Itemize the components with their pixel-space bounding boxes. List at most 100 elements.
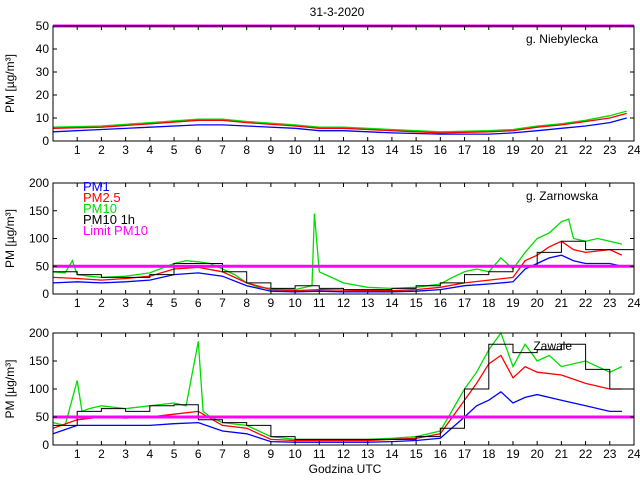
x-tick-label: 16 — [434, 143, 448, 157]
x-tick-label: 17 — [458, 296, 472, 310]
x-tick-label: 18 — [482, 296, 496, 310]
x-tick-label: 5 — [171, 447, 178, 461]
x-tick-label: 24 — [627, 447, 640, 461]
x-axis-label: Godzina UTC — [309, 462, 382, 476]
x-tick-label: 4 — [146, 296, 153, 310]
legend-entry: PM10 — [83, 201, 117, 216]
y-tick-label: 200 — [29, 326, 49, 340]
x-tick-label: 2 — [98, 143, 105, 157]
x-tick-label: 6 — [195, 143, 202, 157]
y-axis-label: PM [µg/m³] — [3, 209, 17, 268]
figure-title: 31-3-2020 — [310, 5, 365, 19]
x-tick-label: 20 — [530, 143, 544, 157]
x-tick-label: 3 — [122, 143, 129, 157]
x-tick-label: 21 — [555, 296, 569, 310]
x-tick-label: 13 — [361, 296, 375, 310]
x-tick-label: 17 — [458, 143, 472, 157]
x-tick-label: 12 — [337, 447, 351, 461]
series-pm25-line — [52, 112, 627, 134]
y-tick-label: 20 — [36, 88, 50, 102]
x-tick-label: 19 — [506, 143, 520, 157]
x-tick-label: 22 — [579, 447, 593, 461]
x-tick-label: 16 — [434, 296, 448, 310]
series-pm10-line — [52, 213, 623, 291]
x-tick-label: 4 — [146, 143, 153, 157]
series-pm1-line — [52, 254, 623, 293]
x-tick-label: 1 — [74, 447, 81, 461]
y-tick-label: 0 — [42, 134, 49, 148]
series-pm10_1h-line — [53, 343, 634, 440]
x-tick-label: 24 — [627, 296, 640, 310]
series-pm25-line — [52, 240, 623, 292]
x-tick-label: 23 — [603, 143, 617, 157]
x-tick-label: 7 — [219, 143, 226, 157]
legend-entry: PM1 — [83, 179, 110, 194]
x-tick-label: 8 — [243, 143, 250, 157]
x-tick-label: 19 — [506, 447, 520, 461]
x-tick-label: 3 — [122, 296, 129, 310]
x-tick-label: 22 — [579, 143, 593, 157]
x-tick-label: 6 — [195, 447, 202, 461]
x-tick-label: 1 — [74, 143, 81, 157]
x-tick-label: 13 — [361, 447, 375, 461]
x-tick-label: 4 — [146, 447, 153, 461]
legend-entry: PM10 1h — [83, 212, 135, 227]
x-tick-label: 18 — [482, 143, 496, 157]
y-tick-label: 150 — [29, 204, 49, 218]
x-tick-label: 21 — [555, 143, 569, 157]
y-tick-label: 0 — [42, 438, 49, 452]
x-tick-label: 23 — [603, 447, 617, 461]
x-tick-label: 1 — [74, 296, 81, 310]
x-tick-label: 18 — [482, 447, 496, 461]
x-tick-label: 20 — [530, 447, 544, 461]
x-tick-label: 14 — [385, 447, 399, 461]
x-tick-label: 10 — [288, 447, 302, 461]
y-tick-label: 40 — [36, 42, 50, 56]
x-tick-label: 24 — [627, 143, 640, 157]
series-pm1-line — [52, 117, 627, 135]
x-tick-label: 5 — [171, 296, 178, 310]
y-tick-label: 100 — [29, 232, 49, 246]
x-tick-label: 15 — [409, 447, 423, 461]
x-tick-label: 11 — [313, 143, 326, 157]
x-tick-label: 20 — [530, 296, 544, 310]
x-tick-label: 16 — [434, 447, 448, 461]
x-tick-label: 17 — [458, 447, 472, 461]
series-pm10-line — [52, 110, 627, 133]
x-tick-label: 9 — [268, 447, 275, 461]
y-axis-label: PM [µg/m³] — [3, 54, 17, 113]
x-tick-label: 7 — [219, 447, 226, 461]
x-tick-label: 9 — [268, 143, 275, 157]
x-tick-label: 2 — [98, 447, 105, 461]
x-tick-label: 11 — [313, 447, 326, 461]
x-tick-label: 3 — [122, 447, 129, 461]
y-axis-label: PM [µg/m³] — [3, 360, 17, 419]
x-tick-label: 22 — [579, 296, 593, 310]
x-tick-label: 5 — [171, 143, 178, 157]
x-tick-label: 2 — [98, 296, 105, 310]
station-label: g. Niebylecka — [526, 32, 598, 46]
x-tick-label: 21 — [555, 447, 569, 461]
y-tick-label: 50 — [36, 19, 50, 33]
x-tick-label: 8 — [243, 447, 250, 461]
x-tick-label: 11 — [313, 296, 326, 310]
x-tick-label: 9 — [268, 296, 275, 310]
y-tick-label: 100 — [29, 382, 49, 396]
station-label: Zawale — [533, 339, 572, 353]
x-tick-label: 6 — [195, 296, 202, 310]
x-tick-label: 19 — [506, 296, 520, 310]
x-tick-label: 7 — [219, 296, 226, 310]
y-tick-label: 50 — [36, 410, 50, 424]
series-pm1-line — [52, 390, 622, 443]
x-tick-label: 12 — [337, 143, 351, 157]
x-tick-label: 10 — [288, 296, 302, 310]
y-tick-label: 0 — [42, 287, 49, 301]
x-tick-label: 23 — [603, 296, 617, 310]
y-tick-label: 30 — [36, 65, 50, 79]
y-tick-label: 150 — [29, 354, 49, 368]
x-tick-label: 14 — [385, 296, 399, 310]
